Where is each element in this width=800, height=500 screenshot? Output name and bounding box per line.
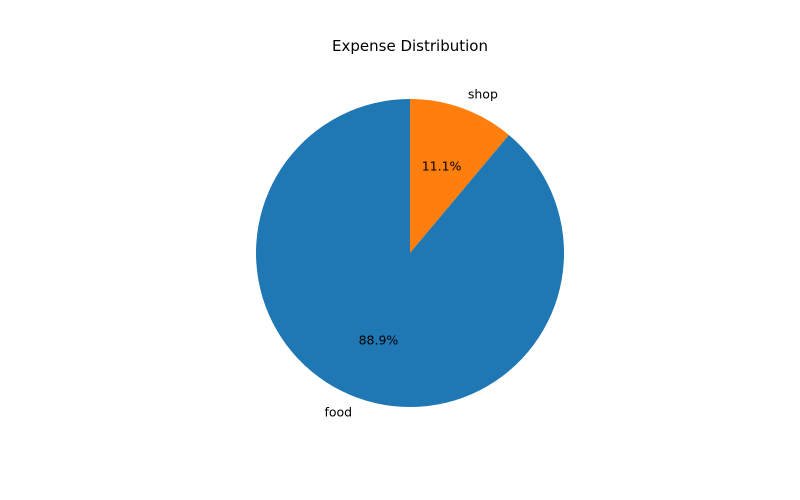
pct-label-shop: 11.1% xyxy=(422,159,462,174)
pct-label-food: 88.9% xyxy=(359,332,399,347)
pie-slices xyxy=(256,99,564,407)
pie-labels: 11.1% shop 88.9% food xyxy=(324,86,497,419)
pie-slice-shop xyxy=(410,99,509,253)
pie-slice-food xyxy=(256,99,564,407)
category-label-food: food xyxy=(324,405,352,420)
chart-title: Expense Distribution xyxy=(332,37,488,55)
category-label-shop: shop xyxy=(468,86,498,101)
